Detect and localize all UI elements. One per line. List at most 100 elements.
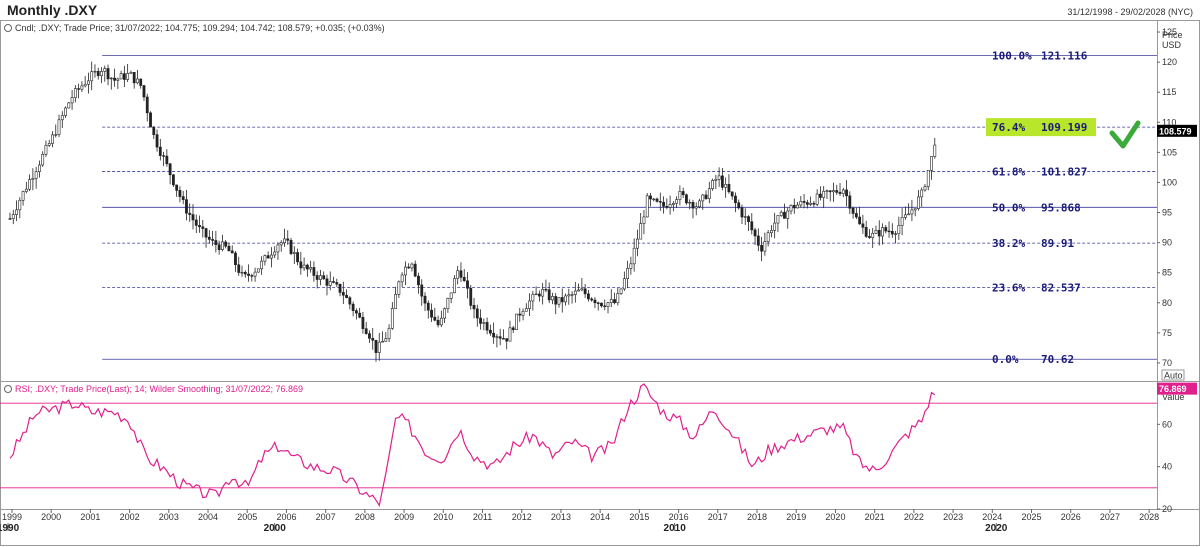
candle-body-272 [897, 225, 901, 235]
year-label-26: 2025 [1022, 512, 1042, 522]
candle-body-34 [119, 73, 123, 80]
candle-body-206 [681, 191, 685, 196]
candle-body-211 [698, 200, 701, 207]
price-legend-icon[interactable] [4, 24, 12, 32]
candle-body-194 [642, 216, 646, 224]
candle-body-19 [70, 97, 74, 104]
candle-body-103 [345, 294, 348, 298]
candle-body-107 [358, 312, 362, 318]
candle-body-59 [201, 226, 205, 229]
candle-body-122 [407, 266, 411, 269]
candle-body-89 [299, 261, 303, 269]
candle-body-18 [67, 102, 71, 109]
candle-body-181 [600, 302, 603, 307]
candle-body-245 [809, 202, 813, 205]
fib-value-label-6: 70.62 [1041, 353, 1074, 366]
candle-body-263 [868, 236, 871, 238]
candle-body-174 [577, 289, 580, 292]
candle-body-267 [881, 227, 884, 237]
candle-body-248 [819, 193, 822, 198]
candle-body-203 [671, 202, 675, 205]
candle-body-213 [704, 194, 708, 199]
year-label-0: 1999 [2, 512, 22, 522]
candle-body-114 [381, 340, 384, 343]
candle-body-56 [191, 214, 195, 221]
candle-body-195 [645, 195, 649, 218]
candle-body-164 [544, 288, 548, 291]
price-tick-label-0: 70 [1162, 358, 1172, 368]
candle-body-4 [21, 191, 25, 201]
candle-body-35 [122, 73, 126, 80]
candle-body-239 [789, 204, 793, 212]
rsi-tick-label-0: 20 [1162, 504, 1172, 514]
year-label-27: 2026 [1061, 512, 1081, 522]
candle-body-271 [894, 233, 897, 235]
candle-body-230 [760, 244, 763, 252]
candle-body-36 [126, 73, 130, 80]
candle-body-160 [531, 293, 535, 302]
candle-body-65 [221, 241, 224, 250]
rsi-legend: RSI; .DXY; Trade Price(Last); 14; Wilder… [15, 384, 303, 394]
candle-body-141 [469, 287, 473, 306]
candle-body-102 [341, 292, 345, 296]
candlesticks [8, 61, 937, 362]
candle-body-155 [515, 313, 518, 331]
candle-body-238 [786, 210, 790, 219]
candle-body-185 [613, 299, 616, 304]
candle-body-216 [714, 179, 718, 181]
candle-body-180 [596, 302, 600, 304]
candle-body-71 [240, 271, 244, 274]
candle-body-184 [609, 299, 613, 303]
candle-body-278 [917, 196, 920, 209]
year-label-25: 2024 [982, 512, 1002, 522]
candle-body-121 [404, 266, 407, 276]
candle-body-43 [149, 112, 152, 128]
candle-body-66 [224, 241, 228, 247]
candle-body-78 [263, 255, 267, 262]
candle-body-16 [60, 115, 64, 121]
auto-scale-button[interactable] [1161, 369, 1185, 381]
candle-body-8 [34, 171, 38, 179]
candle-body-44 [152, 126, 156, 135]
year-label-8: 2007 [316, 512, 336, 522]
candle-body-20 [73, 88, 77, 98]
candle-body-29 [103, 68, 107, 72]
year-label-9: 2008 [355, 512, 375, 522]
fib-pct-label-6: 0.0% [992, 353, 1019, 366]
candle-body-167 [554, 296, 558, 305]
candle-body-258 [851, 207, 855, 214]
candle-body-212 [701, 194, 705, 202]
candle-body-145 [482, 322, 486, 324]
candle-body-82 [276, 244, 280, 253]
year-label-11: 2010 [433, 512, 453, 522]
candle-body-68 [230, 250, 234, 254]
candle-body-224 [740, 207, 744, 218]
candle-body-130 [433, 316, 437, 321]
candle-body-86 [289, 240, 293, 254]
x-axis: 1999 2000 2001 2002 2003 2004 2005 2006 2007 2008… [0, 509, 1159, 534]
candle-body-177 [587, 293, 590, 300]
candle-body-126 [420, 284, 424, 297]
candle-body-222 [734, 195, 737, 204]
last-price-badge [1157, 124, 1197, 137]
rsi-legend-icon[interactable] [4, 385, 12, 393]
candle-body-246 [812, 202, 816, 205]
candle-body-50 [171, 174, 175, 186]
candle-body-96 [322, 275, 326, 280]
candle-body-91 [305, 264, 309, 270]
price-tick-label-2: 80 [1162, 298, 1172, 308]
candle-body-251 [828, 190, 832, 193]
candle-body-225 [743, 216, 747, 218]
price-legend: Cndl; .DXY; Trade Price; 31/07/2022; 104… [15, 23, 385, 33]
year-label-29: 2028 [1139, 512, 1159, 522]
candle-body-69 [234, 252, 237, 266]
candle-body-207 [685, 194, 688, 204]
candle-body-9 [38, 164, 41, 172]
candle-body-119 [397, 281, 401, 295]
candle-body-70 [237, 264, 241, 273]
fib-pct-label-3: 50.0% [992, 201, 1025, 214]
candle-body-13 [51, 134, 54, 144]
rsi-axis-title-1: Value [1162, 392, 1184, 402]
candle-body-0 [8, 218, 12, 220]
candle-body-53 [181, 196, 185, 200]
